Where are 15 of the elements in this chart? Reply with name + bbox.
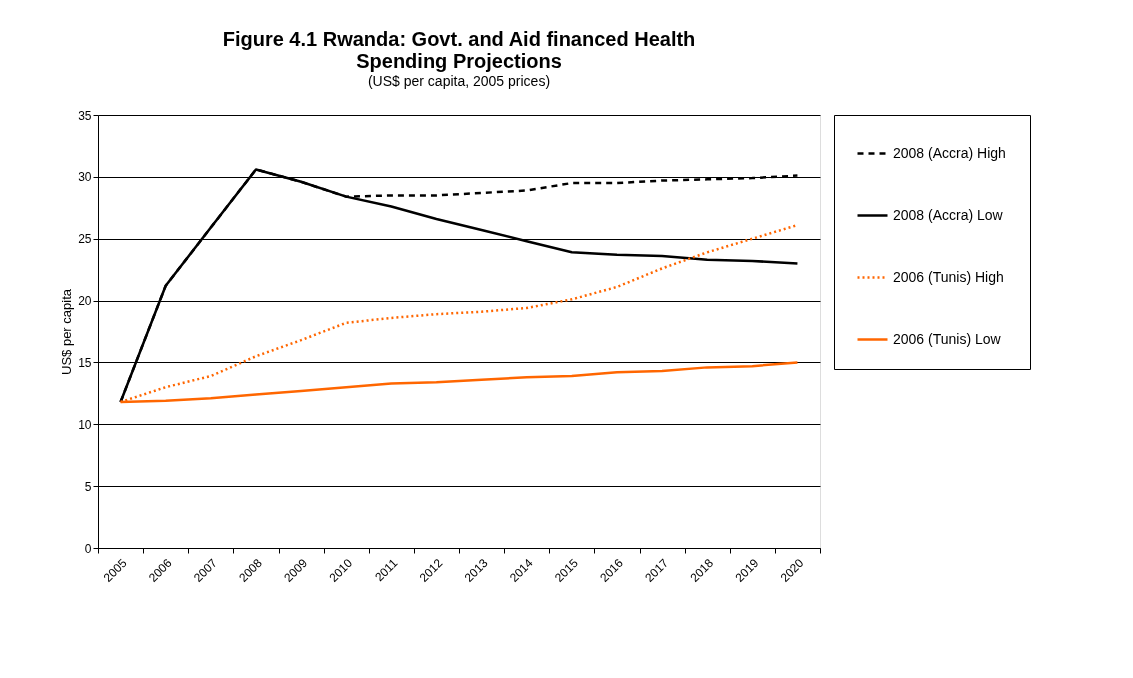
legend-label: 2006 (Tunis) Low xyxy=(893,330,1002,347)
y-tick-label: 5 xyxy=(84,479,92,494)
y-tick-label: 20 xyxy=(78,294,92,309)
y-axis-title: US$ per capita xyxy=(59,288,75,375)
y-tick-label: 25 xyxy=(78,232,92,247)
y-tick-label: 0 xyxy=(84,541,92,556)
legend-label: 2008 (Accra) High xyxy=(893,144,1006,161)
legend-label: 2008 (Accra) Low xyxy=(893,206,1004,223)
y-tick-label: 15 xyxy=(78,355,92,370)
y-tick-label: 35 xyxy=(78,108,92,123)
legend-label: 2006 (Tunis) High xyxy=(893,268,1004,285)
y-tick-label: 10 xyxy=(78,417,92,432)
y-tick-label: 30 xyxy=(78,170,92,185)
chart-title: Figure 4.1 Rwanda: Govt. and Aid financed Health Spending Projections xyxy=(222,28,696,72)
chart-subtitle: (US$ per capita, 2005 prices) xyxy=(367,73,551,89)
